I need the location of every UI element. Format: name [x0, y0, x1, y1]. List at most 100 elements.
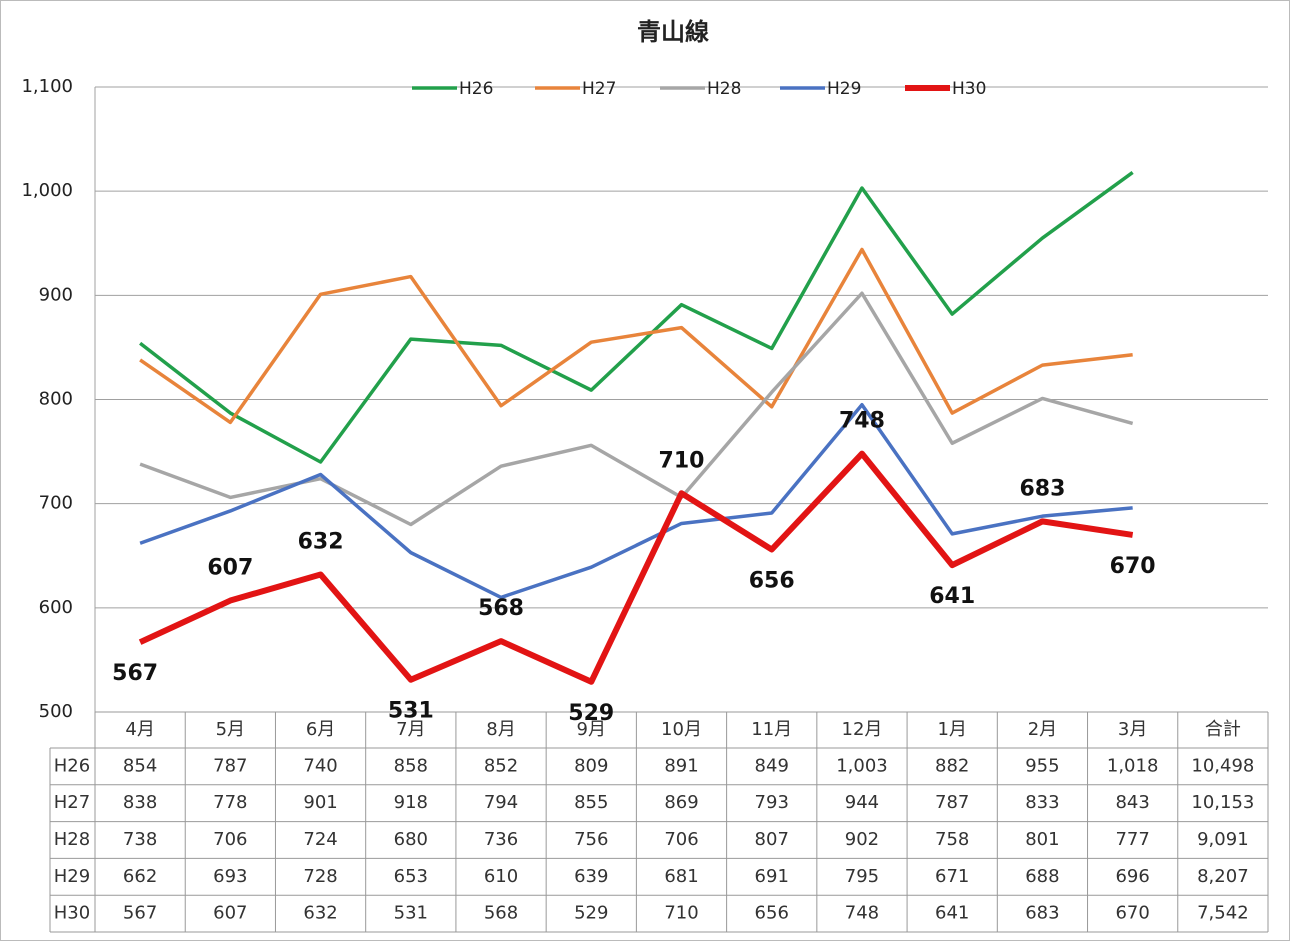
table-cell: 955 [1025, 755, 1059, 776]
table-row-label: H30 [54, 903, 90, 924]
data-label: 656 [749, 569, 795, 594]
table-row-label: H27 [54, 792, 90, 813]
table-total: 8,207 [1197, 866, 1249, 887]
table-cell: 777 [1115, 829, 1149, 850]
legend-label: H28 [707, 79, 741, 99]
legend-label: H27 [582, 79, 616, 99]
table-cell: 738 [123, 829, 157, 850]
table-cell: 531 [394, 903, 428, 924]
y-tick-label: 500 [39, 701, 73, 722]
x-tick-label: 6月 [306, 719, 335, 740]
table-cell: 696 [1115, 866, 1149, 887]
data-label: 529 [568, 701, 614, 726]
x-tick-label: 2月 [1028, 719, 1057, 740]
table-cell: 809 [574, 755, 608, 776]
table-cell: 1,003 [836, 755, 888, 776]
table-cell: 758 [935, 829, 969, 850]
x-tick-label: 11月 [751, 719, 792, 740]
table-cell: 944 [845, 792, 879, 813]
table-cell: 1,018 [1107, 755, 1159, 776]
table-cell: 728 [303, 866, 337, 887]
x-tick-label: 8月 [486, 719, 515, 740]
table-cell: 869 [664, 792, 698, 813]
table-cell: 838 [123, 792, 157, 813]
x-tick-label: 1月 [937, 719, 966, 740]
legend-label: H30 [952, 79, 986, 99]
table-cell: 794 [484, 792, 518, 813]
table-cell: 852 [484, 755, 518, 776]
table-cell: 688 [1025, 866, 1059, 887]
series-line [138, 450, 1134, 685]
table-cell: 610 [484, 866, 518, 887]
table-total: 10,498 [1191, 755, 1254, 776]
table-cell: 807 [755, 829, 789, 850]
table-cell: 706 [664, 829, 698, 850]
data-label: 748 [839, 409, 885, 434]
data-label: 632 [298, 530, 344, 555]
table-cell: 607 [213, 903, 247, 924]
table-cell: 632 [303, 903, 337, 924]
data-label: 641 [929, 584, 975, 609]
legend-label: H26 [459, 79, 493, 99]
table-cell: 662 [123, 866, 157, 887]
data-label: 567 [112, 661, 158, 686]
table-cell: 529 [574, 903, 608, 924]
y-tick-label: 900 [39, 284, 73, 305]
x-tick-label: 12月 [842, 719, 883, 740]
y-tick-label: 700 [39, 493, 73, 514]
table-cell: 568 [484, 903, 518, 924]
x-tick-label: 4月 [125, 719, 154, 740]
table-cell: 854 [123, 755, 157, 776]
table-cell: 756 [574, 829, 608, 850]
table-cell: 901 [303, 792, 337, 813]
table-cell: 849 [755, 755, 789, 776]
data-label: 670 [1110, 554, 1156, 579]
table-total: 7,542 [1197, 903, 1249, 924]
table-cell: 683 [1025, 903, 1059, 924]
series-line [139, 247, 1133, 425]
y-tick-label: 800 [39, 389, 73, 410]
table-cell: 793 [755, 792, 789, 813]
table-cell: 902 [845, 829, 879, 850]
table-cell: 843 [1115, 792, 1149, 813]
table-cell: 724 [303, 829, 337, 850]
table-total: 10,153 [1191, 792, 1254, 813]
table-cell: 787 [935, 792, 969, 813]
table-cell: 681 [664, 866, 698, 887]
x-tick-label: 5月 [216, 719, 245, 740]
table-cell: 801 [1025, 829, 1059, 850]
legend-label: H29 [827, 79, 861, 99]
x-tick-label: 7月 [396, 719, 425, 740]
table-cell: 693 [213, 866, 247, 887]
data-label: 531 [388, 699, 434, 724]
y-tick-label: 1,000 [21, 180, 73, 201]
table-cell: 706 [213, 829, 247, 850]
table-cell: 567 [123, 903, 157, 924]
x-tick-label: 9月 [577, 719, 606, 740]
table-cell: 833 [1025, 792, 1059, 813]
table-cell: 653 [394, 866, 428, 887]
series-line [139, 171, 1134, 464]
table-cell: 641 [935, 903, 969, 924]
data-label: 607 [207, 556, 253, 581]
table-cell: 858 [394, 755, 428, 776]
table-cell: 778 [213, 792, 247, 813]
y-tick-label: 1,100 [21, 76, 73, 97]
table-cell: 680 [394, 829, 428, 850]
table-cell: 671 [935, 866, 969, 887]
table-total: 9,091 [1197, 829, 1249, 850]
table-cell: 855 [574, 792, 608, 813]
table-cell: 787 [213, 755, 247, 776]
table-row-label: H26 [54, 755, 90, 776]
table-cell: 882 [935, 755, 969, 776]
data-label: 568 [478, 596, 524, 621]
table-row-label: H28 [54, 829, 90, 850]
table-cell: 710 [664, 903, 698, 924]
table-row-label: H29 [54, 866, 90, 887]
table-header: 合計 [1205, 719, 1241, 740]
chart-title: 青山線 [637, 18, 709, 46]
data-label: 683 [1019, 476, 1065, 501]
table-cell: 918 [394, 792, 428, 813]
